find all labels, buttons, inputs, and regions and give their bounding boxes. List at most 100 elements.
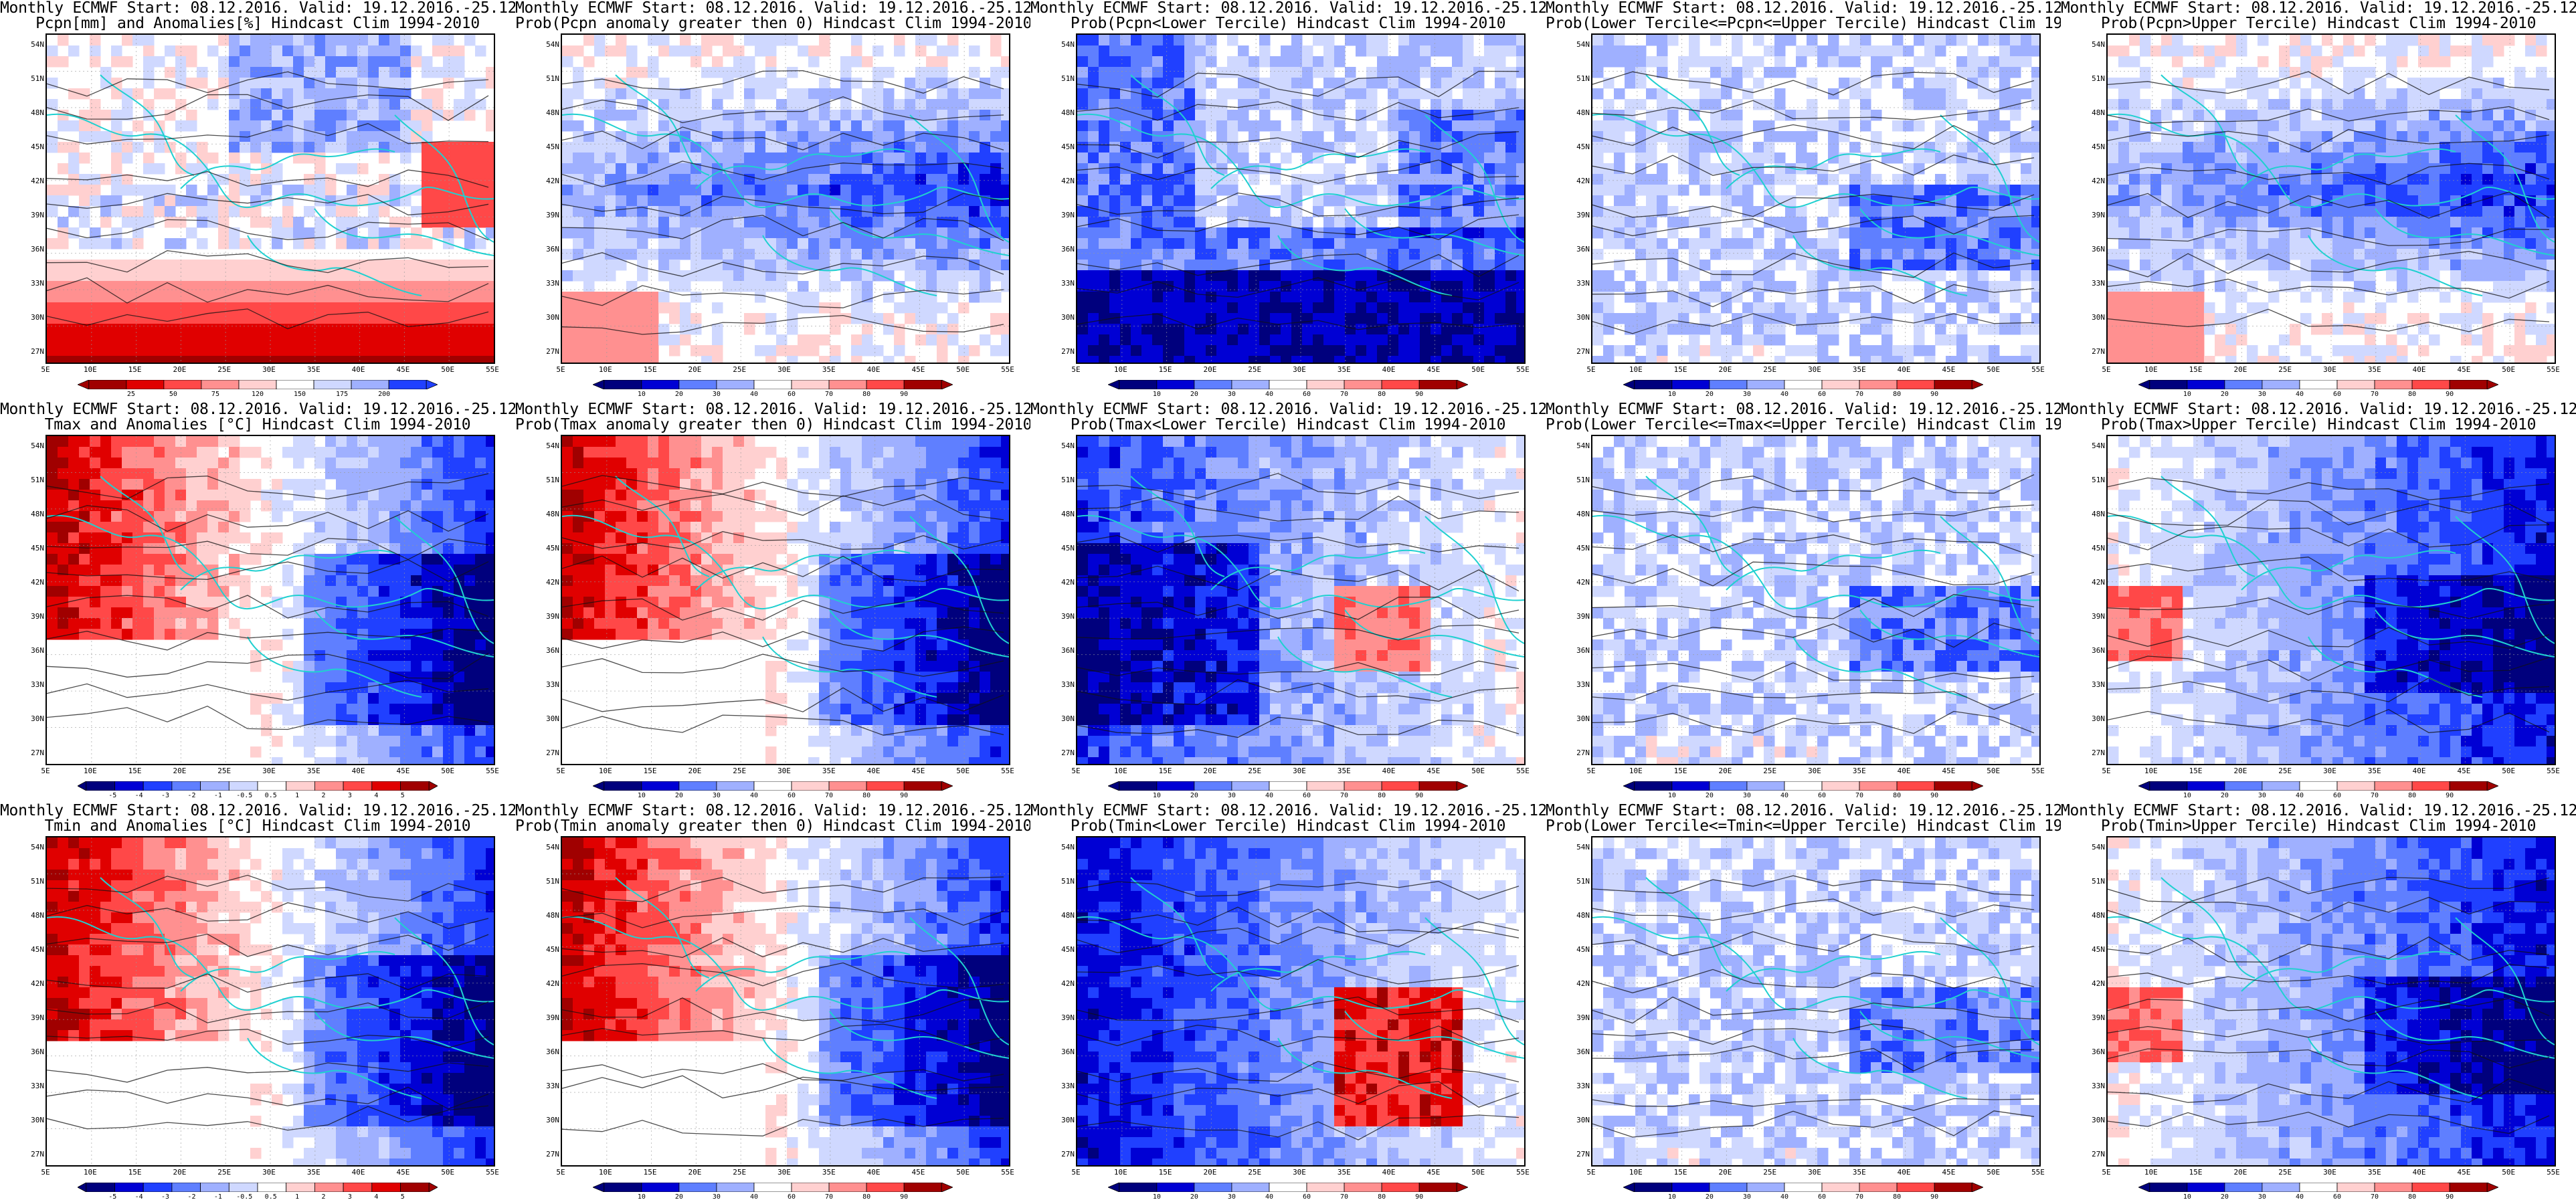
lat-tick-label: 39N	[2092, 1013, 2105, 1023]
panel-title-line2: Prob(Lower Tercile<=Tmin<=Upper Tercile)…	[1546, 817, 2126, 835]
colorbar-tick-label: 70	[1855, 391, 1864, 398]
panel-title-line1: Monthly ECMWF Start: 08.12.2016. Valid: …	[1546, 401, 2117, 418]
lat-tick-label: 45N	[1061, 142, 1075, 152]
colorbar-tick-label: 30	[1227, 1193, 1236, 1201]
lat-tick-label: 27N	[31, 748, 44, 758]
colorbar-tick-label: 80	[1893, 1193, 1902, 1201]
colorbar-tick-label: 90	[1930, 391, 1939, 398]
colorbar	[1108, 380, 1468, 389]
map-field	[47, 35, 494, 363]
colorbar-tick-label: 90	[2446, 1193, 2454, 1201]
colorbar-tick-label: 5	[400, 1193, 405, 1201]
colorbar-tick-label: 0.5	[264, 792, 277, 799]
lat-tick-label: 54N	[546, 843, 559, 851]
lon-tick-label: 20E	[2233, 1168, 2247, 1177]
lon-tick-label: 40E	[866, 1168, 881, 1177]
forecast-map	[2106, 836, 2556, 1167]
lon-tick-label: 10E	[1113, 365, 1127, 374]
lat-tick-label: 39N	[31, 612, 44, 621]
lon-tick-label: 50E	[1987, 365, 2001, 374]
lon-tick-label: 20E	[1203, 1168, 1217, 1177]
colorbar-tick-label: 30	[1227, 391, 1236, 398]
lon-tick-label: 10E	[598, 365, 612, 374]
lon-tick-label: 25E	[733, 365, 747, 374]
colorbar-tick-label: 80	[862, 792, 871, 799]
lat-tick-label: 54N	[1061, 441, 1075, 450]
colorbar-tick-label: 80	[1378, 1193, 1386, 1201]
lon-tick-label: 30E	[1293, 365, 1306, 374]
lat-tick-label: 27N	[546, 748, 559, 758]
colorbar-tick-label: 80	[2408, 391, 2417, 398]
lon-tick-label: 10E	[1629, 1168, 1643, 1177]
colorbar-tick-label: 80	[862, 1193, 871, 1201]
lon-tick-label: 30E	[2323, 767, 2336, 775]
colorbar-tick-label: 60	[2332, 1193, 2342, 1201]
colorbar-tick-label: -4	[134, 1193, 143, 1201]
lon-tick-label: 40E	[1897, 767, 1911, 775]
lon-tick-label: 5E	[1586, 767, 1596, 775]
map-field	[562, 35, 1009, 363]
lat-tick-label: 27N	[1576, 1150, 1590, 1159]
colorbar-swatches	[1108, 1183, 1468, 1192]
panel-title-line2: Tmax and Anomalies [°C] Hindcast Clim 19…	[44, 416, 471, 433]
forecast-map	[45, 836, 495, 1167]
colorbar	[1623, 1183, 1983, 1192]
lon-tick-label: 35E	[1337, 1168, 1351, 1177]
lon-tick-label: 5E	[1071, 365, 1081, 374]
colorbar-tick-label: 60	[1302, 792, 1311, 799]
lon-tick-label: 50E	[956, 767, 970, 775]
colorbar-tick-label: -4	[134, 792, 143, 799]
lon-tick-label: 45E	[396, 1168, 410, 1177]
colorbar-tick-label: 20	[674, 1193, 683, 1201]
lat-tick-label: 42N	[31, 578, 44, 587]
colorbar-tick-label: 20	[1190, 1193, 1198, 1201]
lon-tick-label: 50E	[1471, 1168, 1485, 1177]
lat-tick-label: 36N	[546, 646, 559, 656]
colorbar-tick-label: -1	[213, 1193, 222, 1201]
panel-title-line2: Prob(Pcpn<Lower Tercile) Hindcast Clim 1…	[1070, 15, 1506, 32]
colorbar-tick-label: 10	[2183, 391, 2191, 398]
lat-tick-label: 51N	[1061, 74, 1075, 84]
panel-title-line2: Prob(Tmax<Lower Tercile) Hindcast Clim 1…	[1070, 416, 1506, 433]
lat-tick-label: 51N	[1576, 74, 1590, 84]
lon-tick-label: 25E	[733, 767, 747, 775]
lon-tick-label: 55E	[2031, 767, 2045, 775]
lon-tick-label: 20E	[688, 767, 702, 775]
lat-tick-label: 48N	[1576, 510, 1590, 519]
lon-tick-label: 10E	[83, 767, 97, 775]
lat-tick-label: 30N	[546, 1116, 559, 1125]
lat-tick-label: 36N	[546, 245, 559, 254]
colorbar-tick-label: 30	[712, 792, 721, 799]
lat-tick-label: 36N	[1061, 646, 1075, 656]
lon-tick-label: 25E	[1248, 767, 1262, 775]
colorbar-tick-label: 75	[211, 391, 219, 398]
colorbar-tick-label: 20	[1705, 391, 1714, 398]
panel-title-line2: Prob(Tmin anomaly greater then 0) Hindca…	[515, 817, 1032, 835]
lon-tick-label: 35E	[1852, 767, 1866, 775]
panel-title-line1: Monthly ECMWF Start: 08.12.2016. Valid: …	[1546, 802, 2117, 819]
colorbar-tick-label: 30	[1227, 792, 1236, 799]
colorbar-swatches	[2138, 380, 2498, 389]
lat-tick-label: 45N	[1576, 945, 1590, 955]
lon-tick-label: 35E	[1337, 767, 1351, 775]
lon-tick-label: 30E	[777, 1168, 791, 1177]
colorbar-tick-label: 10	[1152, 792, 1161, 799]
panel-tmax-prob-upper: Monthly ECMWF Start: 08.12.2016. Valid: …	[2061, 401, 2576, 803]
colorbar-tick-label: 2	[321, 792, 326, 799]
lon-tick-label: 55E	[2547, 767, 2560, 775]
lat-tick-label: 39N	[1576, 211, 1590, 220]
lon-tick-label: 15E	[1673, 767, 1687, 775]
colorbar-tick-label: 80	[2408, 1193, 2417, 1201]
lat-tick-label: 39N	[2092, 612, 2105, 621]
colorbar	[78, 781, 438, 791]
lat-tick-label: 36N	[546, 1047, 559, 1057]
lon-tick-label: 35E	[1852, 365, 1866, 374]
colorbar-swatches	[78, 1183, 438, 1192]
lat-tick-label: 48N	[1576, 911, 1590, 920]
lat-tick-label: 30N	[1576, 714, 1590, 724]
panel-title-line1: Monthly ECMWF Start: 08.12.2016. Valid: …	[2061, 0, 2576, 17]
colorbar-tick-label: 4	[374, 792, 379, 799]
lon-tick-label: 5E	[2102, 1168, 2111, 1177]
lat-tick-label: 27N	[31, 347, 44, 357]
lat-tick-label: 45N	[31, 544, 44, 553]
